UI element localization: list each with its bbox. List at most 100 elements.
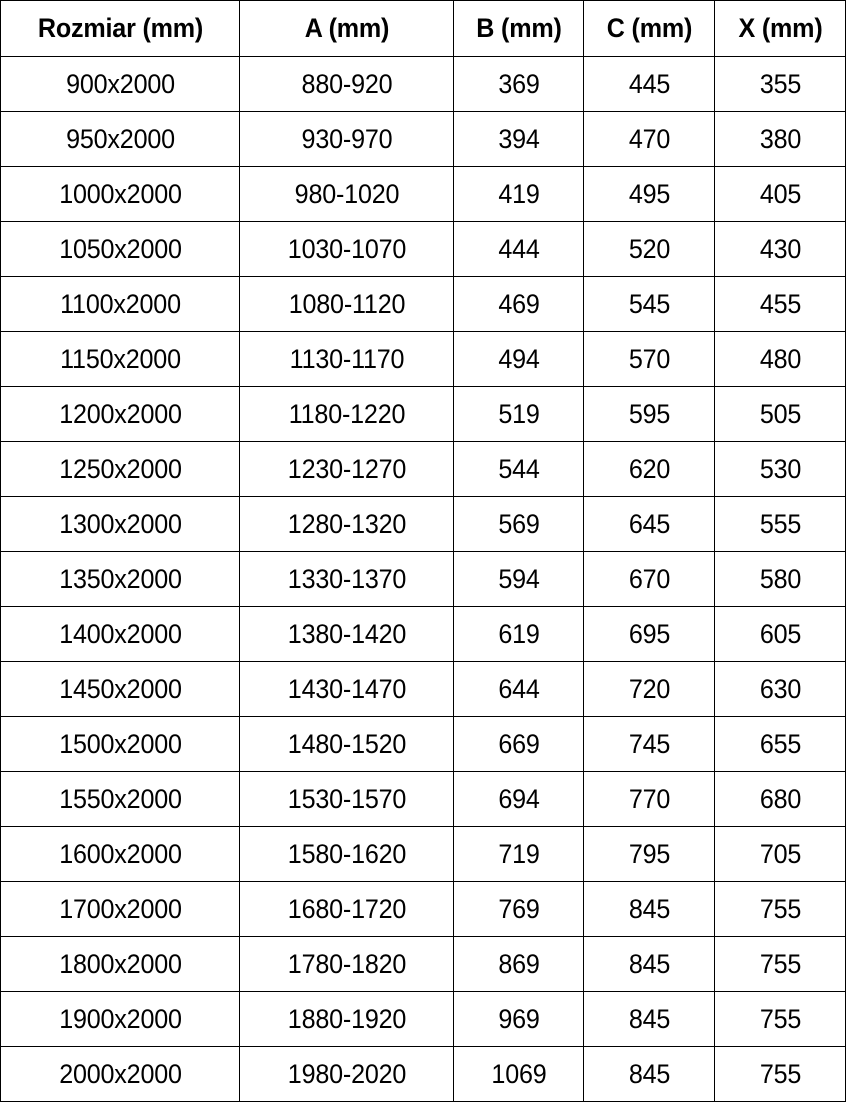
cell-c: 845	[587, 1046, 711, 1102]
cell-a: 930-970	[246, 111, 447, 167]
cell-size: 1150x2000	[8, 331, 232, 387]
cell-c: 745	[587, 716, 711, 772]
cell-b: 419	[457, 166, 580, 222]
table-row: 1300x2000 1280-1320 569 645 555	[1, 496, 846, 552]
cell-a: 1880-1920	[246, 991, 447, 1047]
cell-c: 645	[587, 496, 711, 552]
column-header-a: A (mm)	[246, 0, 447, 57]
cell-b: 544	[457, 441, 580, 497]
cell-c: 670	[587, 551, 711, 607]
cell-b: 669	[457, 716, 580, 772]
column-header-b: B (mm)	[457, 0, 580, 57]
column-header-x: X (mm)	[718, 0, 842, 57]
cell-c: 595	[587, 386, 711, 442]
table-row: 1200x2000 1180-1220 519 595 505	[1, 386, 846, 442]
cell-size: 950x2000	[8, 111, 232, 167]
column-header-c: C (mm)	[587, 0, 711, 57]
cell-b: 444	[457, 221, 580, 277]
cell-c: 445	[587, 56, 711, 112]
cell-c: 720	[587, 661, 711, 717]
cell-b: 494	[457, 331, 580, 387]
cell-x: 480	[718, 331, 842, 387]
cell-a: 1130-1170	[246, 331, 447, 387]
cell-x: 755	[718, 881, 842, 937]
table-row: 1600x2000 1580-1620 719 795 705	[1, 826, 846, 882]
cell-x: 505	[718, 386, 842, 442]
cell-a: 880-920	[246, 56, 447, 112]
table-body: 900x2000 880-920 369 445 355 950x2000 930-970 3…	[1, 56, 846, 1102]
cell-size: 1600x2000	[8, 826, 232, 882]
cell-size: 1050x2000	[8, 221, 232, 277]
cell-x: 455	[718, 276, 842, 332]
cell-x: 530	[718, 441, 842, 497]
cell-x: 555	[718, 496, 842, 552]
cell-size: 1500x2000	[8, 716, 232, 772]
cell-x: 580	[718, 551, 842, 607]
cell-a: 980-1020	[246, 166, 447, 222]
cell-x: 430	[718, 221, 842, 277]
cell-a: 1680-1720	[246, 881, 447, 937]
cell-c: 845	[587, 881, 711, 937]
cell-size: 1250x2000	[8, 441, 232, 497]
cell-b: 394	[457, 111, 580, 167]
cell-a: 1480-1520	[246, 716, 447, 772]
cell-b: 569	[457, 496, 580, 552]
cell-c: 545	[587, 276, 711, 332]
table-header: Rozmiar (mm) A (mm) B (mm) C (mm) X (mm)	[1, 0, 846, 57]
cell-a: 1080-1120	[246, 276, 447, 332]
cell-size: 1200x2000	[8, 386, 232, 442]
table-row: 1350x2000 1330-1370 594 670 580	[1, 551, 846, 607]
cell-b: 1069	[457, 1046, 580, 1102]
column-header-size: Rozmiar (mm)	[8, 0, 232, 57]
table-row: 1400x2000 1380-1420 619 695 605	[1, 606, 846, 662]
cell-size: 1400x2000	[8, 606, 232, 662]
cell-size: 1800x2000	[8, 936, 232, 992]
table-row: 1150x2000 1130-1170 494 570 480	[1, 331, 846, 387]
cell-x: 355	[718, 56, 842, 112]
cell-a: 1980-2020	[246, 1046, 447, 1102]
cell-c: 520	[587, 221, 711, 277]
cell-size: 1700x2000	[8, 881, 232, 937]
cell-x: 705	[718, 826, 842, 882]
cell-a: 1180-1220	[246, 386, 447, 442]
cell-a: 1280-1320	[246, 496, 447, 552]
cell-size: 2000x2000	[8, 1046, 232, 1102]
cell-size: 1100x2000	[8, 276, 232, 332]
table-row: 950x2000 930-970 394 470 380	[1, 111, 846, 167]
table-row: 1700x2000 1680-1720 769 845 755	[1, 881, 846, 937]
cell-c: 795	[587, 826, 711, 882]
cell-b: 694	[457, 771, 580, 827]
cell-x: 755	[718, 936, 842, 992]
cell-size: 1450x2000	[8, 661, 232, 717]
cell-b: 519	[457, 386, 580, 442]
cell-a: 1580-1620	[246, 826, 447, 882]
cell-b: 969	[457, 991, 580, 1047]
table-row: 1000x2000 980-1020 419 495 405	[1, 166, 846, 222]
cell-c: 470	[587, 111, 711, 167]
cell-c: 495	[587, 166, 711, 222]
cell-size: 900x2000	[8, 56, 232, 112]
cell-b: 769	[457, 881, 580, 937]
cell-c: 695	[587, 606, 711, 662]
cell-c: 770	[587, 771, 711, 827]
cell-a: 1780-1820	[246, 936, 447, 992]
table-row: 900x2000 880-920 369 445 355	[1, 56, 846, 112]
cell-b: 469	[457, 276, 580, 332]
cell-size: 1350x2000	[8, 551, 232, 607]
table-row: 1800x2000 1780-1820 869 845 755	[1, 936, 846, 992]
cell-a: 1380-1420	[246, 606, 447, 662]
cell-b: 644	[457, 661, 580, 717]
table-header-row: Rozmiar (mm) A (mm) B (mm) C (mm) X (mm)	[1, 0, 846, 57]
cell-x: 755	[718, 991, 842, 1047]
cell-a: 1230-1270	[246, 441, 447, 497]
cell-c: 845	[587, 991, 711, 1047]
table-row: 1900x2000 1880-1920 969 845 755	[1, 991, 846, 1047]
cell-b: 369	[457, 56, 580, 112]
table-row: 1250x2000 1230-1270 544 620 530	[1, 441, 846, 497]
cell-c: 570	[587, 331, 711, 387]
cell-x: 755	[718, 1046, 842, 1102]
cell-b: 594	[457, 551, 580, 607]
cell-x: 680	[718, 771, 842, 827]
cell-c: 620	[587, 441, 711, 497]
